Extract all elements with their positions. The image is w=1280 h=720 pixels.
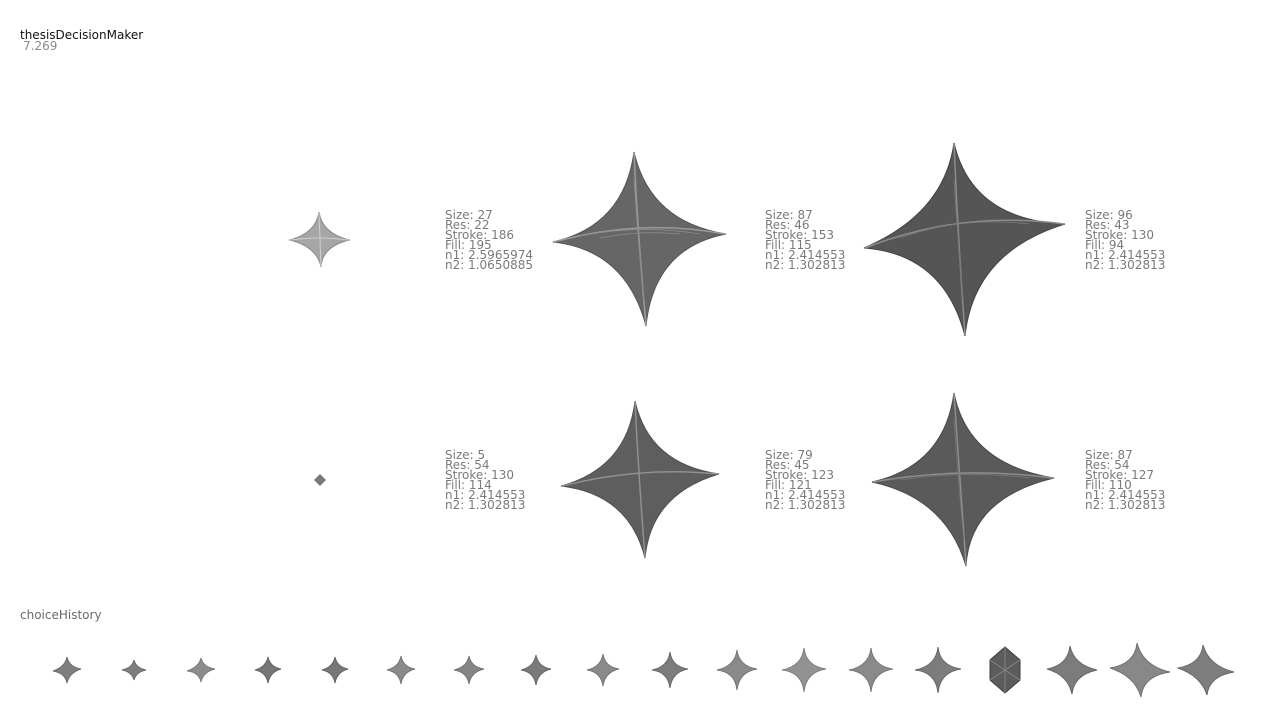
choice-stats-1[interactable]: Size: 27 Res: 22 Stroke: 186 Fill: 195 n… (445, 210, 533, 270)
choice-shape-4[interactable] (313, 473, 327, 487)
choice-stats-6[interactable]: Size: 87 Res: 54 Stroke: 127 Fill: 110 n… (1085, 450, 1165, 510)
stat-n2: n2: 1.302813 (765, 260, 845, 270)
choice-stats-3[interactable]: Size: 96 Res: 43 Stroke: 130 Fill: 94 n1… (1085, 210, 1165, 270)
stat-n2: n2: 1.302813 (445, 500, 525, 510)
history-shape-16[interactable] (1046, 645, 1098, 695)
history-shape-10[interactable] (651, 651, 689, 689)
choice-stats-5[interactable]: Size: 79 Res: 45 Stroke: 123 Fill: 121 n… (765, 450, 845, 510)
stat-n2: n2: 1.302813 (765, 500, 845, 510)
choice-stats-2[interactable]: Size: 87 Res: 46 Stroke: 153 Fill: 115 n… (765, 210, 845, 270)
history-shape-14[interactable] (914, 646, 962, 694)
choice-shape-6[interactable] (870, 390, 1060, 570)
history-shape-2[interactable] (121, 659, 147, 681)
history-shape-11[interactable] (716, 649, 758, 691)
history-shape-4[interactable] (254, 656, 282, 684)
history-shape-6[interactable] (386, 655, 416, 685)
choice-shape-5[interactable] (557, 398, 723, 562)
history-shape-7[interactable] (453, 655, 485, 685)
choice-shape-2[interactable] (550, 150, 730, 330)
frame-rate-readout: 7.269 (23, 39, 57, 53)
choice-shape-1[interactable] (288, 211, 352, 269)
history-shape-13[interactable] (848, 647, 894, 693)
choice-history-label: choiceHistory (20, 608, 102, 622)
history-shape-1[interactable] (52, 656, 82, 684)
history-shape-12[interactable] (781, 647, 827, 693)
choice-shape-3[interactable] (860, 140, 1070, 340)
history-shape-9[interactable] (586, 653, 620, 687)
history-shape-3[interactable] (186, 657, 216, 683)
history-shape-15[interactable] (987, 646, 1023, 694)
stat-n2: n2: 1.0650885 (445, 260, 533, 270)
history-shape-5[interactable] (321, 656, 349, 684)
history-shape-17[interactable] (1109, 642, 1171, 698)
history-shape-18[interactable] (1177, 644, 1235, 696)
choice-stats-4[interactable]: Size: 5 Res: 54 Stroke: 130 Fill: 114 n1… (445, 450, 525, 510)
stat-n2: n2: 1.302813 (1085, 500, 1165, 510)
stat-n2: n2: 1.302813 (1085, 260, 1165, 270)
history-shape-8[interactable] (520, 654, 552, 686)
